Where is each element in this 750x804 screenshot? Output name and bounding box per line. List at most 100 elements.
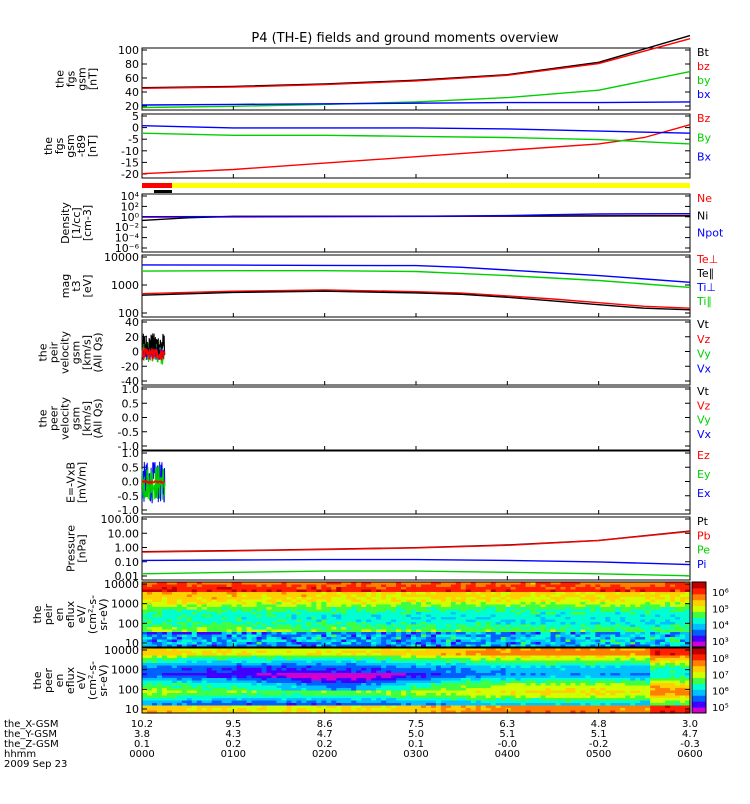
status-bars bbox=[142, 183, 690, 193]
legend-By: By bbox=[697, 131, 712, 144]
legend-Vy: Vy bbox=[697, 414, 711, 427]
legend-Ti∥: Ti∥ bbox=[696, 295, 712, 308]
mode-bar-yellow bbox=[172, 183, 690, 188]
legend-Pb: Pb bbox=[697, 529, 711, 542]
legend-Ey: Ey bbox=[697, 468, 711, 481]
legend-by: by bbox=[697, 74, 711, 87]
colorbar-swatch bbox=[692, 617, 706, 623]
series-Pt bbox=[142, 531, 690, 552]
y-tick-label: 10000 bbox=[104, 578, 139, 591]
y-axis-label: [cm-3] bbox=[81, 205, 94, 241]
noise-series bbox=[142, 348, 165, 361]
colorbar-label: 10⁴ bbox=[712, 621, 729, 632]
y-axis-label: [nPa] bbox=[76, 534, 89, 562]
panel-5: 40200-20-40thepeirvelocitygsm[km/s](All … bbox=[37, 316, 712, 388]
legend-Vx: Vx bbox=[697, 362, 712, 375]
legend-Te∥: Te∥ bbox=[696, 267, 714, 280]
y-tick-label: 0.5 bbox=[122, 397, 140, 410]
y-tick-label: 100.00 bbox=[101, 513, 140, 526]
legend-Bz: Bz bbox=[697, 112, 711, 125]
y-tick-label: 80 bbox=[125, 58, 139, 71]
legend-Pt: Pt bbox=[697, 515, 709, 528]
y-tick-label: 0.0 bbox=[122, 476, 140, 489]
panel-9: 10⁶10⁵10⁴10³10000100010010thepeireneflux… bbox=[31, 578, 729, 650]
y-tick-label: 10.00 bbox=[108, 527, 140, 540]
colorbar-swatch bbox=[692, 600, 706, 606]
legend-Ti⊥: Ti⊥ bbox=[696, 281, 716, 294]
legend-Pi: Pi bbox=[697, 558, 706, 571]
colorbar-swatch bbox=[692, 582, 706, 588]
legend-Ni: Ni bbox=[697, 209, 708, 222]
y-axis-label: (All Qs) bbox=[92, 398, 105, 438]
legend-Te⊥: Te⊥ bbox=[696, 253, 718, 266]
legend-bz: bz bbox=[697, 60, 710, 73]
legend-Pe: Pe bbox=[697, 544, 710, 557]
colorbar-swatch bbox=[692, 629, 706, 635]
mode-bar-red bbox=[142, 183, 172, 188]
y-tick-label: 20 bbox=[125, 331, 139, 344]
panel-frame bbox=[142, 320, 690, 385]
y-axis-label: [mV/m] bbox=[76, 462, 89, 503]
colorbar-swatch bbox=[692, 623, 706, 629]
y-tick-label: 1.0 bbox=[122, 383, 140, 396]
series-Pe bbox=[142, 571, 690, 576]
panel-6: 1.00.50.0-0.5-1.0thepeervelocitygsm[km/s… bbox=[37, 383, 712, 453]
panels: 10080604020thefgsgsm[nT]Btbzbybx50-5-10-… bbox=[31, 36, 729, 716]
panel-frame bbox=[142, 387, 690, 450]
y-tick-label: 0.0 bbox=[122, 412, 140, 425]
panel-frame bbox=[142, 194, 690, 252]
y-tick-label: 1000 bbox=[111, 279, 139, 292]
series-Bz bbox=[142, 125, 690, 174]
series-bz bbox=[142, 39, 690, 89]
legend-Vt: Vt bbox=[697, 318, 710, 331]
y-tick-label: 60 bbox=[125, 72, 139, 85]
colorbar-swatch bbox=[692, 594, 706, 600]
y-tick-label: 40 bbox=[125, 86, 139, 99]
y-tick-label: 40 bbox=[125, 316, 139, 329]
y-axis-label: [nT] bbox=[86, 135, 99, 157]
y-axis-label: sr-eV) bbox=[97, 598, 110, 630]
y-tick-label: 100 bbox=[118, 617, 139, 630]
y-tick-label: 10000 bbox=[104, 251, 139, 264]
series-Bx bbox=[142, 126, 690, 134]
mode-bar-black bbox=[154, 190, 172, 193]
y-tick-label: 100 bbox=[118, 44, 139, 57]
series-Pi bbox=[142, 560, 690, 565]
panel-frame bbox=[142, 255, 690, 317]
legend-Vz: Vz bbox=[697, 333, 711, 346]
y-axis-label: [eV] bbox=[81, 275, 94, 298]
panel-8: 100.0010.001.000.100.01Pressure[nPa]PtPb… bbox=[65, 513, 711, 583]
panel-frame bbox=[142, 114, 690, 178]
series-Pb bbox=[142, 531, 690, 552]
y-tick-label: -0.5 bbox=[118, 426, 139, 439]
plot-title: P4 (TH-E) fields and ground moments over… bbox=[251, 31, 559, 46]
y-tick-label: 0.5 bbox=[122, 461, 140, 474]
legend-Vt: Vt bbox=[697, 385, 710, 398]
panel-10: 10⁸10⁷10⁶10⁵10000100010010thepeereneflux… bbox=[31, 644, 729, 716]
series-Te∥ bbox=[142, 291, 690, 310]
y-tick-label: 1.00 bbox=[115, 542, 140, 555]
legend-Bx: Bx bbox=[697, 151, 712, 164]
colorbar-label: 10³ bbox=[712, 637, 729, 648]
y-tick-label: 1.0 bbox=[122, 447, 140, 460]
y-tick-label: 0 bbox=[132, 346, 139, 359]
legend-Bt: Bt bbox=[697, 46, 710, 59]
colorbar-label: 10⁶ bbox=[712, 588, 729, 599]
colorbar-label: 10⁵ bbox=[712, 604, 729, 615]
colorbar-swatch bbox=[692, 606, 706, 612]
legend-Vy: Vy bbox=[697, 348, 711, 361]
panel-frame bbox=[142, 48, 690, 110]
y-axis-label: [nT] bbox=[87, 68, 100, 90]
y-tick-label: -20 bbox=[121, 360, 139, 373]
legend-Ex: Ex bbox=[697, 487, 711, 500]
colorbar-swatch bbox=[692, 588, 706, 594]
panel-3: 10⁴10²10⁰10⁻²10⁻⁴10⁻⁶Density[1/cc][cm-3]… bbox=[59, 190, 724, 255]
y-tick-label: 0.10 bbox=[115, 556, 140, 569]
legend-Ne: Ne bbox=[697, 192, 712, 205]
series-Ti⊥ bbox=[142, 265, 690, 282]
